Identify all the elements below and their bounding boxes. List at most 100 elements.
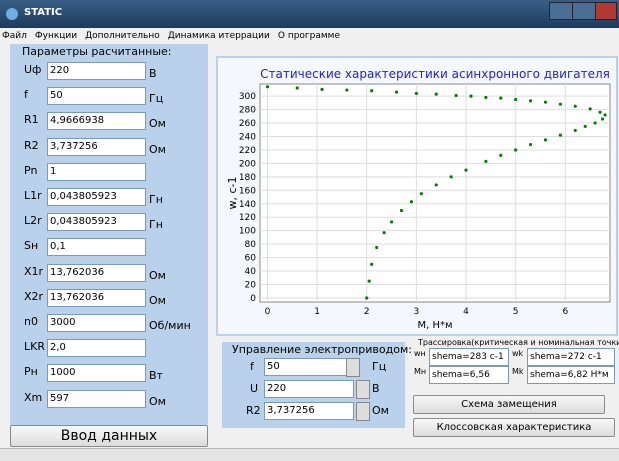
data-point: [399, 208, 404, 213]
data-point: [320, 87, 324, 91]
data-point: [499, 96, 503, 100]
menu-item[interactable]: Динамика итеррации: [167, 31, 270, 41]
control-input[interactable]: 50: [264, 358, 348, 376]
trace-label: wн: [414, 349, 426, 358]
data-point: [367, 279, 371, 283]
trace-value: shema=6,82 H*м: [527, 366, 615, 384]
trace-value: shema=6,56 H*м: [429, 366, 509, 384]
y-tick-label: 20: [245, 281, 257, 291]
param-label: Xm: [24, 390, 43, 404]
param-input[interactable]: 13,762036: [47, 263, 146, 282]
x-tick-label: 2: [364, 307, 370, 317]
data-point: [419, 192, 423, 196]
window-title: STATIC: [24, 7, 63, 18]
trace-title: Трассировка(критическая и номинальная то…: [418, 338, 619, 347]
param-input[interactable]: 220: [47, 62, 146, 80]
param-input[interactable]: 50: [47, 87, 146, 106]
trace-label: wk: [512, 349, 524, 358]
control-input[interactable]: 220: [264, 380, 354, 398]
param-input[interactable]: 1: [47, 162, 146, 181]
spinner[interactable]: [356, 402, 370, 421]
param-unit: Ом: [149, 268, 166, 282]
menu-item[interactable]: Дополнительно: [85, 31, 160, 41]
control-unit: В: [372, 382, 380, 395]
params-title: Параметры расчитанные:: [22, 45, 172, 58]
input-button[interactable]: Ввод данных: [10, 425, 208, 447]
data-point: [514, 148, 518, 152]
data-point: [365, 296, 369, 300]
param-input[interactable]: 1000: [47, 364, 146, 383]
data-point: [370, 89, 374, 93]
param-label: Sн: [24, 239, 39, 253]
param-label: X2r: [24, 289, 44, 303]
dropdown-arrow[interactable]: [346, 358, 360, 377]
param-unit: Гц: [149, 92, 164, 106]
x-tick-label: 4: [463, 307, 469, 317]
param-label: f: [24, 88, 28, 102]
param-input[interactable]: 3000: [47, 314, 146, 332]
data-point: [414, 91, 418, 96]
param-input[interactable]: 4,9666938: [47, 112, 146, 131]
param-label: L2r: [24, 214, 42, 228]
x-axis-label: M, H*м: [417, 320, 452, 331]
close-button[interactable]: [595, 2, 617, 20]
menu-item[interactable]: Функции: [34, 31, 78, 41]
menu-item[interactable]: О программе: [277, 31, 340, 41]
menu-bar: Файл Функции Дополнительно Динамика итеррац…: [2, 31, 348, 41]
control-input[interactable]: 3,737256: [264, 402, 354, 420]
y-tick-label: 120: [239, 213, 256, 223]
y-tick-label: 160: [239, 186, 256, 196]
x-tick-label: 0: [265, 307, 271, 317]
control-label: U: [250, 382, 259, 395]
param-label: n0: [24, 315, 38, 328]
trace-button[interactable]: Схема замещения: [413, 395, 605, 414]
param-label: X1r: [24, 264, 44, 278]
trace-label: Mн: [414, 367, 427, 376]
trace-button[interactable]: Клоссовская характеристика: [413, 418, 615, 437]
data-point: [514, 97, 518, 102]
data-point: [583, 124, 587, 128]
chart-title: Статические характеристики асинхронного …: [260, 67, 610, 81]
param-unit: Вт: [149, 369, 163, 383]
data-point: [409, 200, 414, 204]
param-unit: В: [149, 67, 157, 80]
trace-label: Mk: [512, 367, 524, 376]
param-input[interactable]: 597: [47, 389, 146, 408]
y-tick-label: 0: [250, 294, 256, 304]
data-point: [528, 99, 533, 103]
data-point: [449, 175, 453, 179]
data-point: [528, 142, 533, 147]
data-point: [558, 133, 562, 137]
param-input[interactable]: 13,762036: [47, 288, 146, 307]
menu-item[interactable]: Файл: [2, 31, 27, 41]
data-point: [484, 159, 488, 163]
param-input[interactable]: 2,0: [47, 339, 146, 358]
param-unit: Ом: [149, 117, 166, 131]
param-input[interactable]: 0,043805923: [47, 213, 146, 232]
spinner[interactable]: [356, 380, 370, 399]
param-label: R2: [24, 138, 39, 152]
data-point: [573, 128, 577, 133]
param-input[interactable]: 3,737256: [47, 137, 146, 156]
param-label: Pн: [24, 365, 38, 379]
maximize-button[interactable]: [572, 2, 596, 20]
param-unit: Ом: [149, 394, 166, 408]
trace-value: shema=272 c-1: [527, 348, 615, 366]
data-point: [543, 100, 548, 104]
control-title: Управление электроприводом:: [232, 343, 412, 356]
data-point: [382, 231, 386, 235]
y-tick-label: 260: [239, 119, 256, 129]
param-input[interactable]: 0,043805923: [47, 188, 146, 206]
control-unit: Гц: [372, 360, 387, 373]
y-tick-label: 200: [239, 159, 256, 169]
y-tick-label: 60: [245, 254, 257, 264]
param-label: L1r: [24, 189, 42, 202]
y-tick-label: 100: [239, 227, 256, 237]
data-point: [295, 86, 299, 90]
y-tick-label: 140: [239, 200, 256, 210]
control-label: R2: [246, 404, 261, 417]
param-input[interactable]: 0,1: [47, 238, 146, 257]
y-tick-label: 180: [239, 173, 256, 183]
minimize-button[interactable]: [549, 2, 573, 20]
